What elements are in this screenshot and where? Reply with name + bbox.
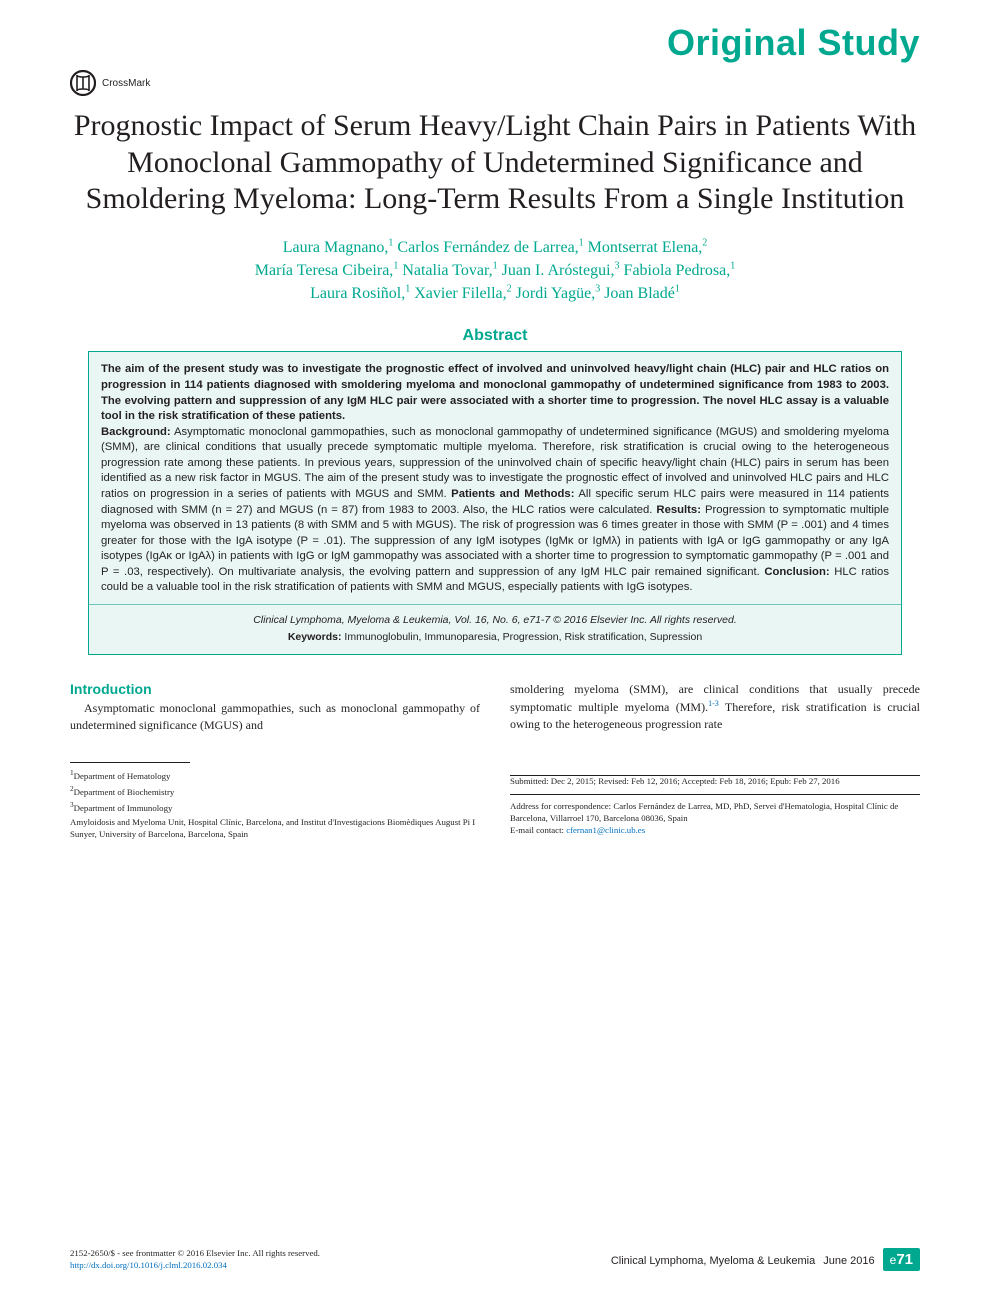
footer-right: Clinical Lymphoma, Myeloma & Leukemia Ju… (611, 1248, 920, 1271)
keywords-text: Immunoglobulin, Immunoparesia, Progressi… (342, 631, 703, 643)
submission-block: Submitted: Dec 2, 2015; Revised: Feb 12,… (510, 776, 920, 837)
introduction-heading: Introduction (70, 681, 480, 697)
affil-unit: Amyloidosis and Myeloma Unit, Hospital C… (70, 817, 480, 841)
left-column: Introduction Asymptomatic monoclonal gam… (70, 681, 480, 842)
intro-para-right: smoldering myeloma (SMM), are clinical c… (510, 681, 920, 733)
email-link[interactable]: cfernan1@clinic.ub.es (566, 825, 645, 835)
submission-dates: Submitted: Dec 2, 2015; Revised: Feb 12,… (510, 776, 920, 788)
abstract-separator (89, 604, 901, 605)
body-columns: Introduction Asymptomatic monoclonal gam… (70, 681, 920, 842)
correspondence: Address for correspondence: Carlos Ferná… (510, 801, 920, 825)
email-line: E-mail contact: cfernan1@clinic.ub.es (510, 825, 920, 837)
abstract-heading: Abstract (70, 327, 920, 345)
keywords-label: Keywords: (288, 631, 342, 643)
intro-para-left: Asymptomatic monoclonal gammopathies, su… (70, 700, 480, 734)
abstract-background-label: Background: (101, 426, 171, 438)
footer-left: 2152-2650/$ - see frontmatter © 2016 Els… (70, 1248, 320, 1271)
issn-line: 2152-2650/$ - see frontmatter © 2016 Els… (70, 1248, 320, 1259)
crossmark-label: CrossMark (102, 78, 150, 89)
affil-2: 2Department of Biochemistry (70, 784, 480, 799)
article-type-banner: Original Study (667, 22, 920, 64)
crossmark-icon (70, 70, 96, 96)
correspondence-separator (510, 794, 920, 795)
affil-separator (70, 762, 190, 763)
right-column: smoldering myeloma (SMM), are clinical c… (510, 681, 920, 842)
email-label: E-mail contact: (510, 825, 566, 835)
abstract-citation: Clinical Lymphoma, Myeloma & Leukemia, V… (101, 613, 889, 627)
abstract-methods-label: Patients and Methods: (451, 488, 574, 500)
abstract-results-label: Results: (656, 504, 701, 516)
doi-link[interactable]: http://dx.doi.org/10.1016/j.clml.2016.02… (70, 1260, 320, 1271)
affiliations: 1Department of Hematology 2Department of… (70, 768, 480, 841)
page-number: 71 (896, 1251, 913, 1268)
footer-journal: Clinical Lymphoma, Myeloma & Leukemia (611, 1255, 815, 1267)
affil-1: 1Department of Hematology (70, 768, 480, 783)
footer-issue-date: June 2016 (823, 1255, 874, 1267)
page-footer: 2152-2650/$ - see frontmatter © 2016 Els… (70, 1248, 920, 1271)
affil-3: 3Department of Immunology (70, 800, 480, 815)
citation-ref[interactable]: 1-3 (708, 699, 719, 708)
article-title: Prognostic Impact of Serum Heavy/Light C… (70, 108, 920, 218)
page-number-badge: e71 (883, 1248, 920, 1271)
crossmark-badge[interactable]: CrossMark (70, 70, 150, 96)
abstract-box: The aim of the present study was to inve… (88, 351, 902, 655)
abstract-lead: The aim of the present study was to inve… (101, 363, 889, 422)
author-list: Laura Magnano,1 Carlos Fernández de Larr… (70, 236, 920, 306)
abstract-keywords: Keywords: Immunoglobulin, Immunoparesia,… (101, 630, 889, 644)
abstract-conclusion-label: Conclusion: (764, 566, 829, 578)
intro-left-text: Asymptomatic monoclonal gammopathies, su… (70, 700, 480, 734)
